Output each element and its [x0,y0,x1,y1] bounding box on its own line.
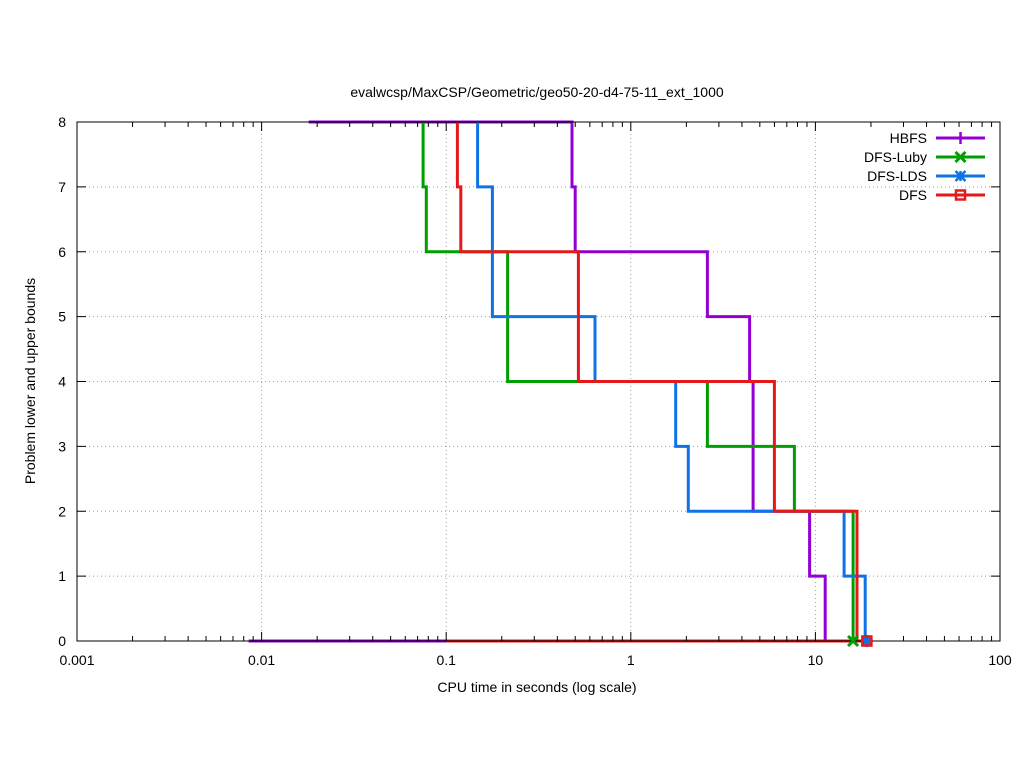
x-axis-label: CPU time in seconds (log scale) [437,679,636,695]
marker-stroke [954,189,967,201]
y-tick-label: 1 [58,568,66,584]
x-tick-label: 10 [808,652,824,668]
y-tick-label: 4 [58,374,66,390]
chart-title: evalwcsp/MaxCSP/Geometric/geo50-20-d4-75… [350,84,723,100]
final-marker-dfs [861,635,873,647]
series-dfs-upper [455,122,859,641]
legend-marker [954,170,967,182]
legend-label: DFS-LDS [867,168,927,184]
legend-label: DFS-Luby [864,149,927,165]
legend-entry-dfs-lds: DFS-LDS [867,168,985,184]
legend-label: HBFS [890,130,927,146]
tick-layer: 0 1 2 3 4 5 6 7 8 0.001 0.01 0.1 1 10 100 [58,114,1012,668]
y-tick-label: 5 [58,309,66,325]
y-tick-label: 2 [58,503,66,519]
series-hbfs-upper [308,120,827,641]
marker-stroke [861,635,873,647]
legend-marker [954,189,967,201]
legend-marker [954,132,967,144]
x-tick-label: 0.001 [59,652,94,668]
x-tick-label: 0.01 [248,652,275,668]
legend: HBFS DFS-Luby DFS-LDS DFS [864,130,985,203]
y-tick-label: 0 [58,633,66,649]
marker-stroke [954,150,967,164]
final-marker-dfs-luby [847,634,860,648]
x-tick-label: 1 [627,652,635,668]
legend-label: DFS [899,187,927,203]
marker-layer [847,634,873,648]
series-dfs-lds-upper [476,122,867,641]
grid-layer [77,122,1000,641]
y-tick-label: 7 [58,179,66,195]
y-tick-label: 8 [58,114,66,130]
x-tick-label: 100 [988,652,1012,668]
legend-marker [954,150,967,164]
legend-entry-dfs-luby: DFS-Luby [864,149,985,165]
y-tick-label: 6 [58,244,66,260]
y-tick-label: 3 [58,438,66,454]
legend-entry-hbfs: HBFS [890,130,985,146]
y-axis-label: Problem lower and upper bounds [22,278,38,484]
legend-entry-dfs: DFS [899,187,985,203]
x-tick-label: 0.1 [436,652,456,668]
marker-stroke [847,634,860,648]
